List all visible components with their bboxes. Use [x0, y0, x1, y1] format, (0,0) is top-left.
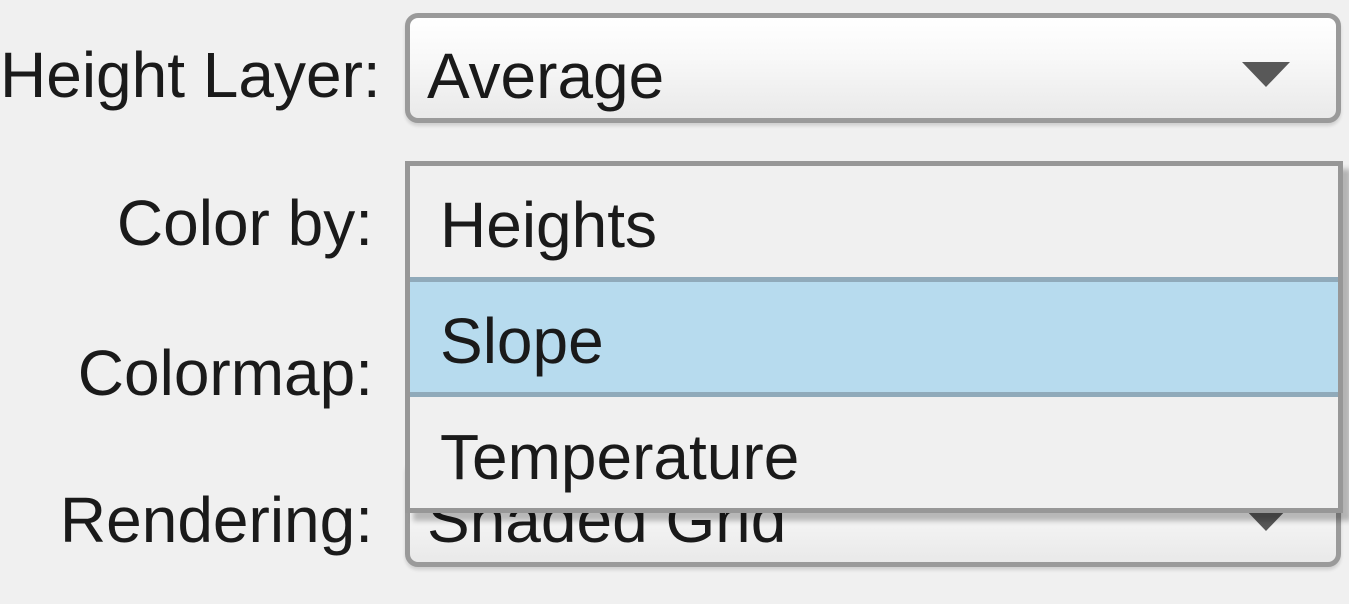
dropdown-option-heights[interactable]: Heights	[410, 166, 1338, 277]
color-by-label: Color by:	[116, 187, 373, 259]
dropdown-option-slope[interactable]: Slope	[410, 276, 1338, 398]
height-layer-select-value: Average	[427, 40, 665, 112]
dropdown-option-label: Heights	[440, 189, 657, 262]
dropdown-option-temperature[interactable]: Temperature	[410, 397, 1338, 508]
dropdown-option-label: Slope	[440, 305, 604, 377]
height-layer-label: Height Layer:	[0, 39, 381, 111]
rendering-label: Rendering:	[59, 484, 373, 556]
color-by-dropdown-list: Heights Slope Temperature	[405, 161, 1343, 513]
colormap-label: Colormap:	[77, 337, 373, 409]
chevron-down-icon	[1242, 62, 1290, 87]
height-layer-select[interactable]: Average	[405, 13, 1341, 123]
dropdown-option-label: Temperature	[440, 420, 800, 493]
